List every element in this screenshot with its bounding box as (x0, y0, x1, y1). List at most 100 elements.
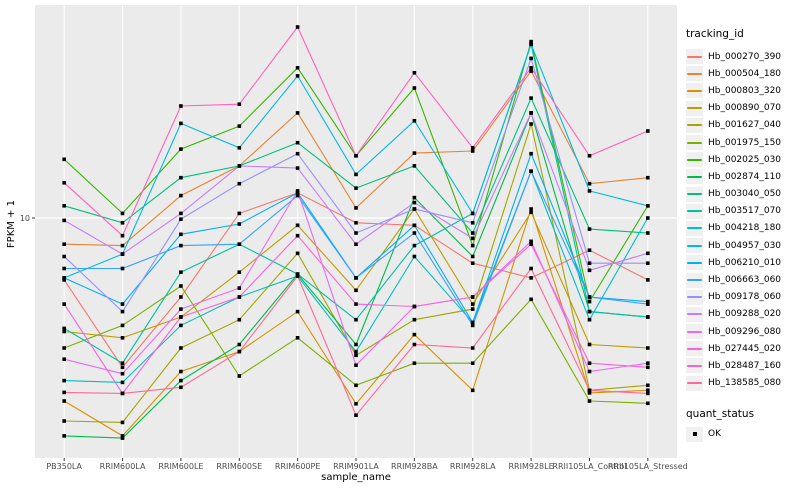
data-point-Hb_004957_030 (354, 172, 358, 177)
data-point-Hb_001627_040 (646, 383, 650, 388)
data-point-Hb_009288_020 (529, 111, 533, 115)
data-point-Hb_003040_050 (295, 140, 300, 145)
data-point-Hb_002874_110 (120, 436, 125, 440)
data-point-Hb_001627_040 (179, 346, 183, 350)
legend-item-label: Hb_000504_180 (708, 68, 782, 79)
legend-item-label: Hb_002874_110 (708, 171, 782, 182)
legend-item-label: Hb_003040_050 (708, 189, 782, 200)
data-point-Hb_002025_030 (62, 157, 66, 162)
data-point-Hb_027445_020 (354, 302, 358, 306)
x-tick-label: RRIM600LA (99, 462, 146, 471)
data-point-Hb_009296_080 (587, 369, 592, 374)
data-point-Hb_006210_010 (237, 222, 242, 226)
legend-item-label: Hb_009178_060 (708, 292, 782, 303)
data-point-Hb_003040_050 (120, 221, 125, 225)
legend-line-swatch-icon (687, 55, 702, 58)
data-point-Hb_000890_070 (529, 210, 533, 215)
data-point-Hb_027445_020 (179, 315, 183, 319)
data-point-Hb_001975_150 (120, 323, 125, 328)
data-point-Hb_006663_060 (470, 323, 475, 328)
data-point-Hb_000803_320 (646, 388, 650, 393)
legend-line-swatch-icon (687, 107, 702, 110)
data-point-Hb_006663_060 (354, 276, 358, 280)
data-point-Hb_000270_390 (120, 365, 125, 370)
data-point-Hb_000504_180 (646, 175, 650, 180)
data-point-Hb_000270_390 (237, 211, 242, 216)
legend: tracking_id Hb_000270_390 Hb_000504_180 Hb… (686, 28, 798, 443)
legend-item: Hb_001627_040 (686, 117, 798, 134)
data-point-Hb_138585_080 (354, 413, 358, 417)
legend-item: Hb_000803_320 (686, 82, 798, 99)
data-point-Hb_027445_020 (646, 365, 650, 370)
data-point-Hb_002025_030 (237, 124, 242, 128)
legend-item-label: Hb_000803_320 (708, 85, 782, 96)
data-point-Hb_001975_150 (62, 346, 66, 350)
data-point-Hb_028487_160 (529, 66, 533, 70)
legend-key (686, 255, 703, 271)
legend-item: Hb_000890_070 (686, 100, 798, 117)
x-tick-label: RRIM928LA (449, 462, 496, 471)
data-point-Hb_138585_080 (529, 266, 533, 271)
data-point-Hb_027445_020 (529, 242, 533, 246)
legend-line-swatch-icon (687, 347, 702, 350)
data-point-Hb_009296_080 (179, 307, 183, 311)
data-point-Hb_009288_020 (295, 166, 300, 170)
legend-item: Hb_009288_020 (686, 306, 798, 323)
legend-line-swatch-icon (687, 124, 702, 127)
legend-line-swatch-icon (687, 313, 702, 316)
data-point-Hb_004957_030 (587, 189, 592, 193)
legend-key (686, 83, 703, 99)
data-point-Hb_002025_030 (529, 39, 533, 44)
legend-item-label: Hb_004218_180 (708, 223, 782, 234)
data-point-Hb_006210_010 (295, 191, 300, 195)
data-point-Hb_009296_080 (237, 286, 242, 290)
data-point-Hb_009178_060 (587, 261, 592, 265)
data-point-Hb_006210_010 (120, 302, 125, 306)
data-point-Hb_006663_060 (179, 243, 183, 248)
data-point-Hb_004218_180 (179, 323, 183, 328)
data-point-Hb_006210_010 (529, 151, 533, 156)
data-point-Hb_009178_060 (179, 217, 183, 221)
x-tick-label: RRIM600SE (216, 462, 263, 471)
legend-key (686, 238, 703, 254)
data-point-Hb_000270_390 (470, 261, 475, 265)
data-point-Hb_006663_060 (237, 242, 242, 246)
data-point-Hb_006663_060 (587, 295, 592, 299)
data-point-Hb_006663_060 (412, 231, 417, 235)
legend-item-label: Hb_006210_010 (708, 257, 782, 268)
data-point-Hb_001627_040 (237, 317, 242, 322)
data-point-Hb_000890_070 (237, 270, 242, 274)
data-point-Hb_006663_060 (646, 302, 650, 306)
data-point-Hb_001627_040 (295, 251, 300, 256)
legend-line-swatch-icon (687, 210, 702, 213)
data-point-Hb_028487_160 (295, 25, 300, 29)
legend-title-quant-status: quant_status (686, 407, 755, 420)
data-point-Hb_009178_060 (295, 151, 300, 156)
data-point-Hb_003040_050 (62, 204, 66, 208)
data-point-Hb_009288_020 (120, 252, 125, 256)
y-axis-title: FPKM + 1 (6, 200, 17, 249)
data-point-Hb_003517_070 (646, 315, 650, 319)
data-point-Hb_028487_160 (470, 146, 475, 150)
data-point-Hb_009296_080 (120, 371, 125, 376)
data-point-Hb_138585_080 (62, 390, 66, 395)
legend-item-label: Hb_000270_390 (708, 51, 782, 62)
data-point-Hb_009288_020 (179, 211, 183, 216)
data-point-Hb_001975_150 (412, 361, 417, 365)
data-point-Hb_027445_020 (587, 361, 592, 365)
data-point-Hb_004957_030 (646, 204, 650, 208)
data-point-Hb_000890_070 (470, 302, 475, 306)
x-tick-label: RRII105LA_Control (552, 462, 627, 471)
x-tick-label: RRII105LA_Stressed (607, 462, 688, 471)
data-point-Hb_138585_080 (179, 385, 183, 390)
legend-key (686, 169, 703, 185)
data-point-Hb_138585_080 (295, 274, 300, 278)
data-point-Hb_006663_060 (62, 266, 66, 271)
data-point-Hb_003040_050 (412, 164, 417, 168)
legend-item-ok: OK (686, 426, 798, 443)
data-point-Hb_003040_050 (646, 231, 650, 235)
legend-item: Hb_009178_060 (686, 289, 798, 306)
data-point-Hb_003517_070 (62, 326, 66, 331)
legend-item-label: Hb_006663_060 (708, 275, 782, 286)
